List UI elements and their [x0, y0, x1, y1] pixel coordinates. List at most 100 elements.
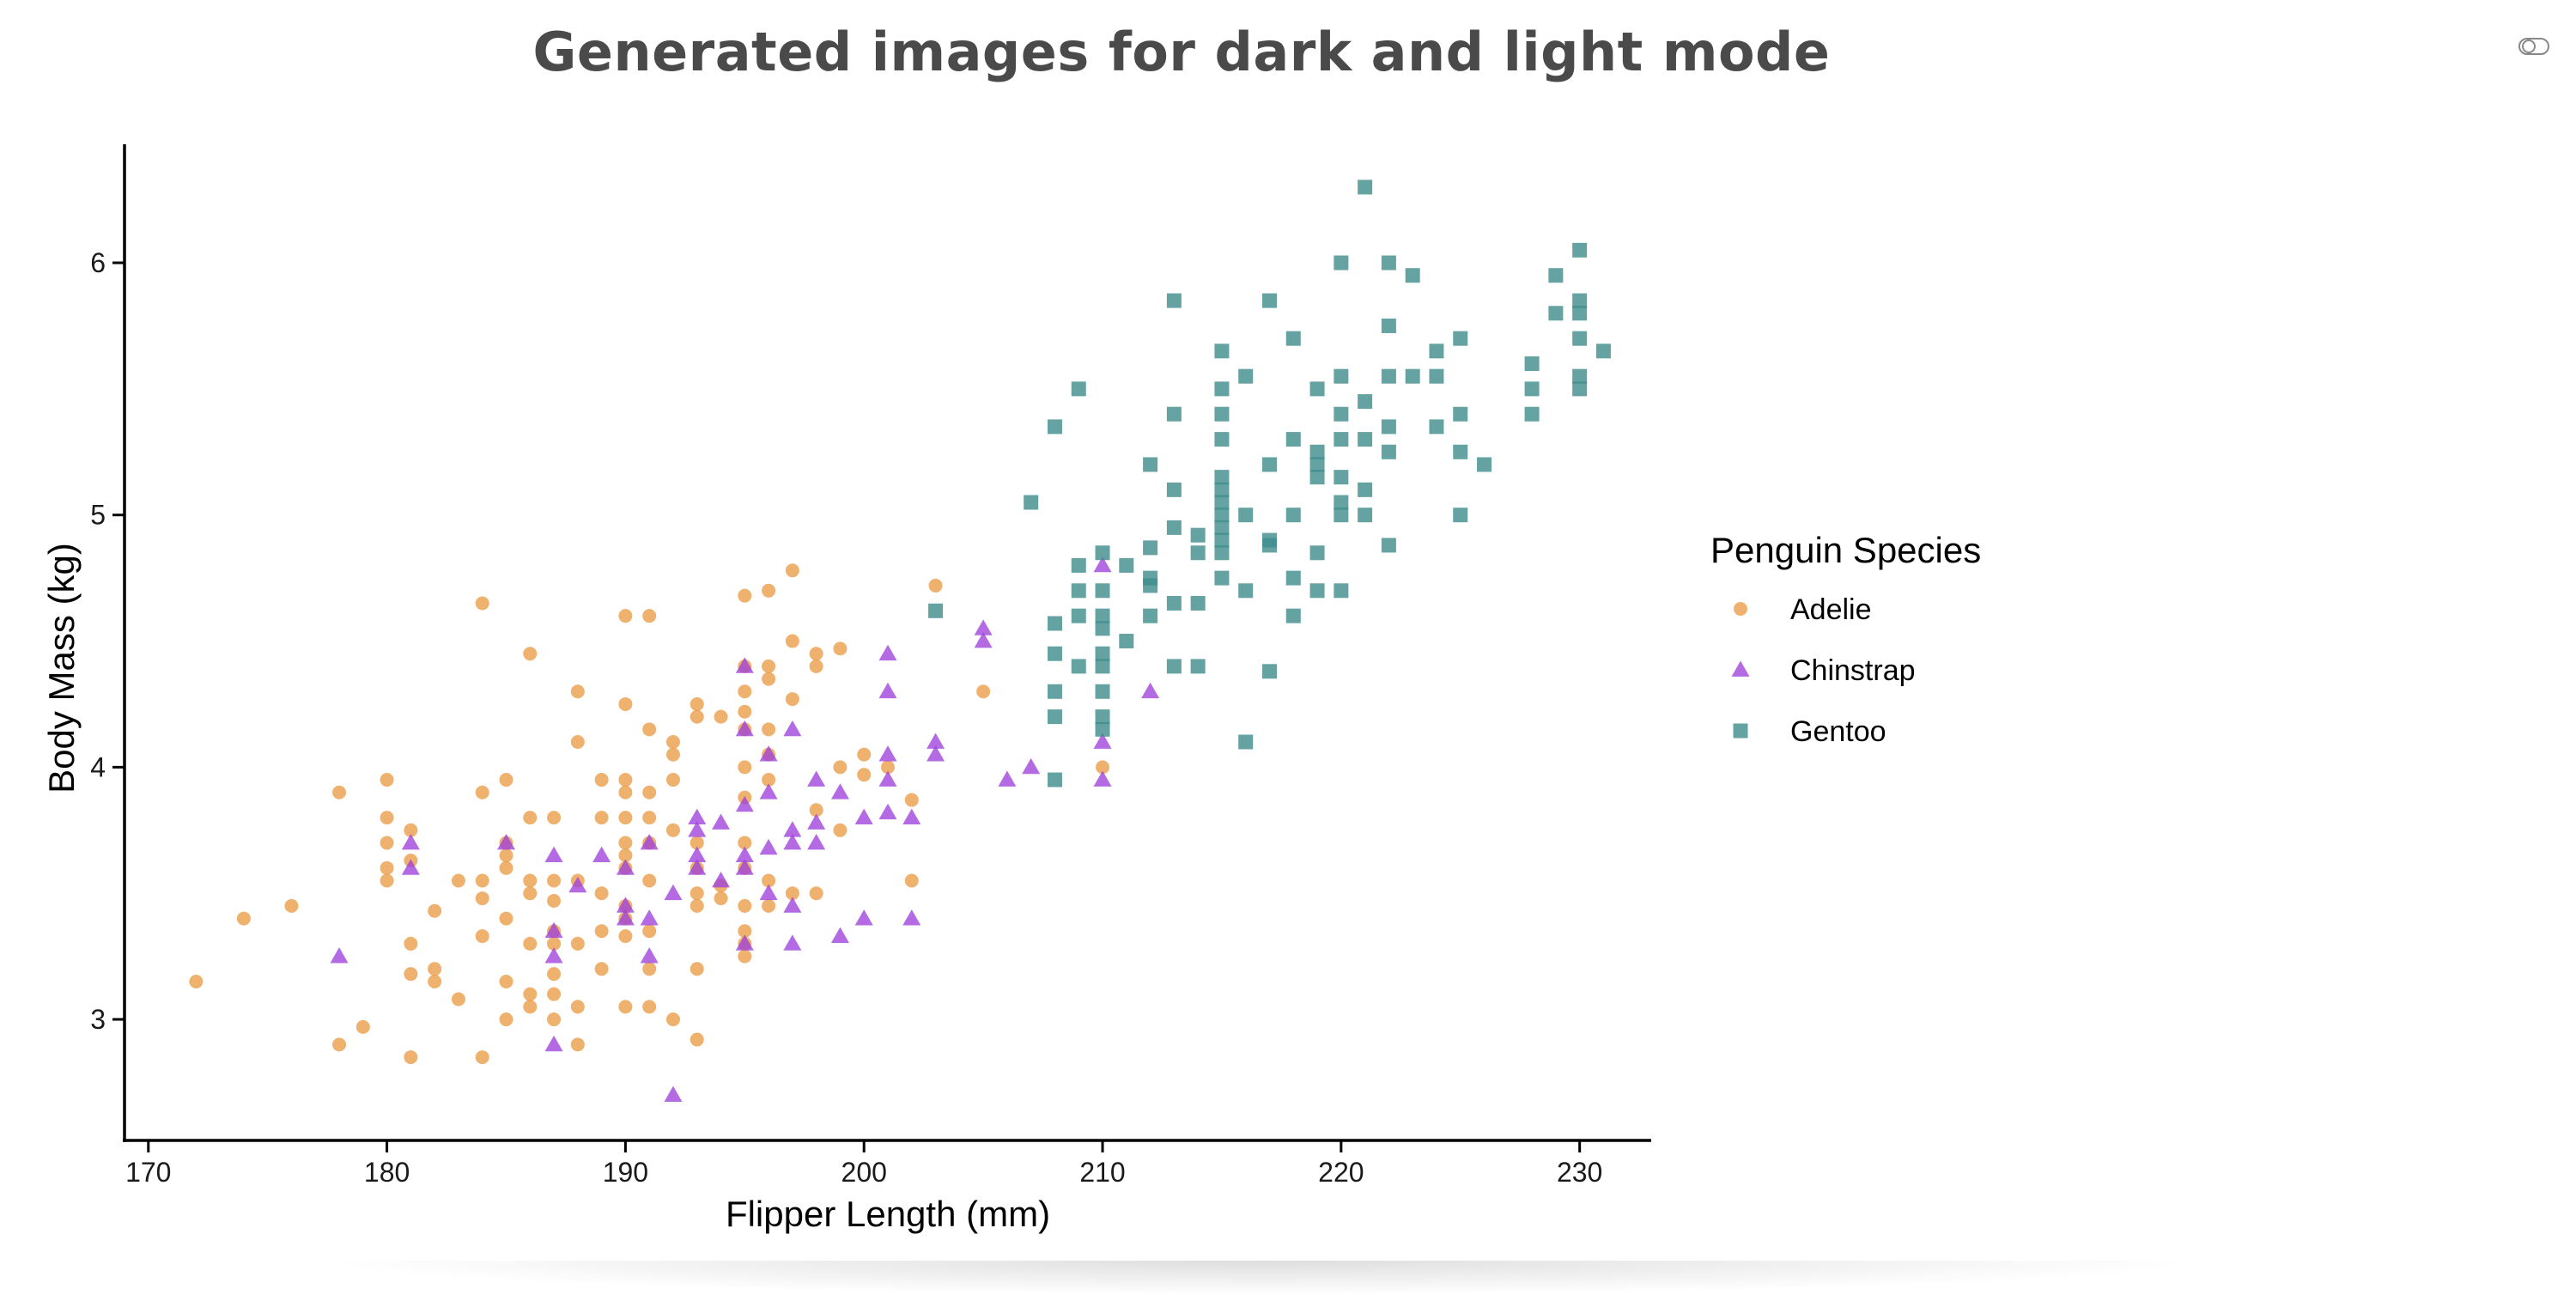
data-point — [664, 884, 683, 901]
data-point — [523, 936, 538, 951]
data-point — [1262, 664, 1277, 679]
data-point — [1358, 179, 1373, 195]
data-point — [688, 859, 707, 875]
data-point — [664, 1085, 683, 1103]
data-point — [928, 603, 944, 618]
data-point — [1214, 570, 1230, 586]
data-point — [1334, 470, 1349, 485]
chart-legend: Penguin Species Adelie Chinstrap Gentoo — [1710, 530, 1981, 748]
data-point — [1309, 381, 1325, 397]
data-point — [523, 987, 538, 1001]
data-point — [688, 821, 707, 837]
data-point — [1358, 508, 1373, 523]
data-point — [618, 811, 633, 825]
data-point — [1524, 381, 1540, 397]
data-point — [762, 659, 776, 673]
y-tick-label: 6 — [90, 247, 106, 278]
data-point — [1047, 772, 1062, 787]
dark-light-toggle-icon[interactable] — [2518, 37, 2549, 56]
data-point — [1309, 583, 1325, 599]
data-point — [762, 583, 776, 598]
data-point — [785, 563, 799, 578]
data-point — [594, 811, 609, 825]
data-point — [1214, 495, 1230, 510]
data-point — [1166, 406, 1182, 422]
data-point — [570, 1000, 585, 1014]
data-point — [618, 1000, 633, 1014]
data-point — [1524, 356, 1540, 371]
data-point — [1453, 331, 1468, 346]
data-point — [1071, 583, 1086, 599]
data-point — [1214, 508, 1230, 523]
data-point — [833, 641, 848, 656]
data-point — [642, 609, 657, 623]
data-point — [1285, 508, 1301, 523]
data-point — [1190, 659, 1206, 674]
data-point — [1238, 368, 1254, 384]
data-point — [783, 720, 802, 737]
data-point — [1572, 293, 1588, 308]
x-tick-label: 220 — [1318, 1157, 1364, 1188]
data-point — [1047, 684, 1062, 699]
data-point — [1093, 733, 1112, 749]
data-point — [1095, 659, 1110, 674]
data-point — [616, 897, 635, 913]
data-point — [1548, 306, 1564, 321]
data-point — [690, 696, 704, 711]
legend-marker-adelie — [1734, 602, 1747, 616]
data-point — [594, 962, 609, 976]
data-point — [759, 783, 778, 799]
data-point — [547, 873, 562, 888]
data-point — [380, 811, 394, 825]
data-point — [1381, 538, 1396, 553]
data-point — [544, 921, 563, 939]
data-point — [807, 833, 826, 850]
data-point — [690, 1032, 704, 1047]
data-point — [665, 773, 680, 787]
data-point — [618, 773, 633, 787]
data-point — [665, 747, 680, 762]
data-point — [738, 836, 752, 850]
legend-marker-gentoo — [1733, 723, 1748, 739]
data-point — [1238, 508, 1254, 523]
data-point — [1429, 368, 1444, 384]
data-point — [785, 634, 799, 648]
data-point — [1524, 406, 1540, 422]
data-point — [1047, 646, 1062, 661]
data-point — [592, 846, 611, 863]
data-point — [878, 803, 897, 820]
data-point — [1309, 457, 1325, 472]
data-point — [570, 684, 585, 699]
data-point — [1214, 520, 1230, 535]
data-point — [1572, 242, 1588, 258]
x-tick-label: 200 — [841, 1157, 887, 1188]
y-tick-label: 3 — [90, 1004, 106, 1035]
data-point — [236, 911, 251, 926]
data-point — [1285, 331, 1301, 346]
data-point — [902, 808, 921, 824]
data-point — [1405, 368, 1420, 384]
data-point — [401, 859, 420, 875]
data-point — [974, 619, 993, 635]
data-point — [451, 873, 465, 888]
data-point — [1262, 293, 1277, 308]
data-point — [404, 823, 418, 837]
data-point — [714, 709, 728, 724]
legend-label-adelie: Adelie — [1790, 593, 1872, 626]
data-point — [618, 696, 633, 711]
chart-points — [189, 179, 1611, 1103]
data-point — [735, 859, 754, 875]
data-point — [1214, 470, 1230, 485]
data-point — [762, 773, 776, 787]
y-tick-label: 5 — [90, 500, 106, 531]
data-point — [783, 897, 802, 913]
data-point — [1572, 368, 1588, 384]
data-point — [1119, 557, 1134, 573]
data-point — [475, 873, 489, 888]
data-point — [857, 768, 872, 782]
legend-label-gentoo: Gentoo — [1790, 715, 1886, 748]
data-point — [759, 884, 778, 901]
data-point — [523, 1000, 538, 1014]
data-point — [738, 760, 752, 775]
data-point — [759, 745, 778, 762]
